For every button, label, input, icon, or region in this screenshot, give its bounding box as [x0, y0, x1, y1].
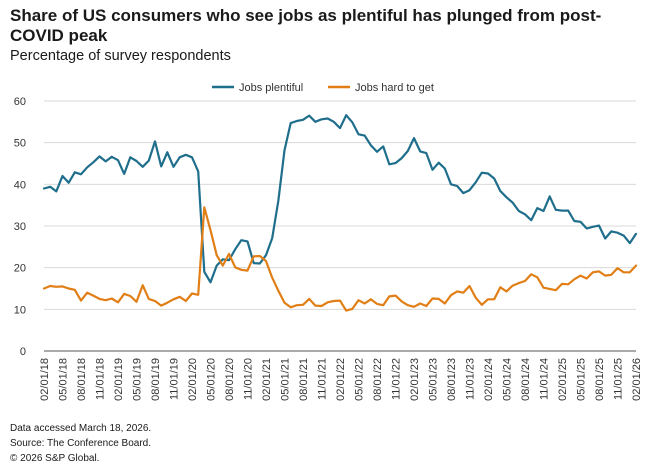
y-tick-label: 0 [20, 346, 26, 358]
x-tick-label: 02/01/20 [187, 358, 199, 401]
x-tick-label: 11/01/21 [317, 358, 329, 400]
x-tick-label: 05/01/21 [280, 358, 292, 401]
x-tick-label: 08/01/20 [224, 358, 236, 401]
x-tick-label: 02/01/21 [261, 358, 273, 401]
x-tick-label: 08/01/23 [446, 358, 458, 401]
series-line-jobs-hard-to-get [42, 206, 638, 312]
x-tick-label: 02/01/22 [335, 358, 347, 401]
x-tick-label: 05/01/22 [354, 358, 366, 401]
x-tick-label: 11/01/20 [243, 358, 255, 400]
chart-subtitle: Percentage of survey respondents [10, 48, 231, 64]
y-tick-label: 40 [14, 179, 26, 191]
x-tick-label: 05/01/20 [206, 358, 218, 401]
x-tick-label: 11/01/23 [465, 358, 477, 400]
x-tick-label: 02/01/25 [557, 358, 569, 401]
x-tick-label: 05/01/23 [428, 358, 440, 401]
x-tick-label: 02/01/19 [113, 358, 125, 401]
x-tick-label: 02/01/24 [483, 358, 495, 401]
y-tick-label: 30 [14, 221, 26, 233]
x-tick-label: 11/01/19 [169, 358, 181, 400]
x-tick-label: 08/01/19 [150, 358, 162, 401]
y-tick-label: 20 [14, 263, 26, 275]
x-tick-label: 02/01/23 [409, 358, 421, 401]
x-tick-label: 05/01/25 [576, 358, 588, 401]
series-lines [42, 114, 638, 312]
x-axis-ticks: 02/01/18 05/01/18 08/01/18 11/01/18 02/01/19… [39, 358, 643, 401]
chart-title: Share of US consumers who see jobs as pl… [10, 6, 602, 45]
gridlines [44, 100, 636, 352]
footnotes: Data accessed March 18, 2026. Source: Th… [10, 421, 151, 466]
x-tick-label: 08/01/22 [372, 358, 384, 401]
footnote-accessed: Data accessed March 18, 2026. [10, 423, 152, 434]
legend-label-jobs-hard-to-get: Jobs hard to get [355, 82, 434, 94]
x-tick-label: 11/01/22 [391, 358, 403, 400]
x-tick-label: 05/01/24 [502, 358, 514, 401]
x-tick-label: 02/01/26 [631, 358, 643, 401]
y-tick-label: 50 [14, 138, 26, 150]
legend-label-jobs-plentiful: Jobs plentiful [239, 82, 303, 94]
y-tick-label: 60 [14, 96, 26, 108]
x-tick-label: 05/01/19 [132, 358, 144, 401]
x-tick-label: 11/01/24 [539, 358, 551, 400]
x-tick-label: 05/01/18 [58, 358, 70, 401]
x-tick-label: 08/01/25 [594, 358, 606, 401]
x-tick-label: 02/01/18 [39, 358, 51, 401]
series-line-jobs-plentiful [42, 114, 638, 284]
y-tick-label: 10 [14, 304, 26, 316]
footnote-source: Source: The Conference Board. [10, 438, 152, 449]
x-tick-label: 11/01/18 [95, 358, 107, 400]
legend: Jobs plentiful Jobs hard to get [212, 82, 434, 94]
x-tick-label: 11/01/25 [613, 358, 625, 400]
footnote-copyright: © 2026 S&P Global. [10, 453, 100, 464]
x-tick-label: 08/01/24 [520, 358, 532, 401]
x-tick-label: 08/01/21 [298, 358, 310, 401]
x-tick-label: 08/01/18 [76, 358, 88, 401]
y-axis-ticks: 0 10 20 30 40 50 60 [14, 96, 26, 358]
